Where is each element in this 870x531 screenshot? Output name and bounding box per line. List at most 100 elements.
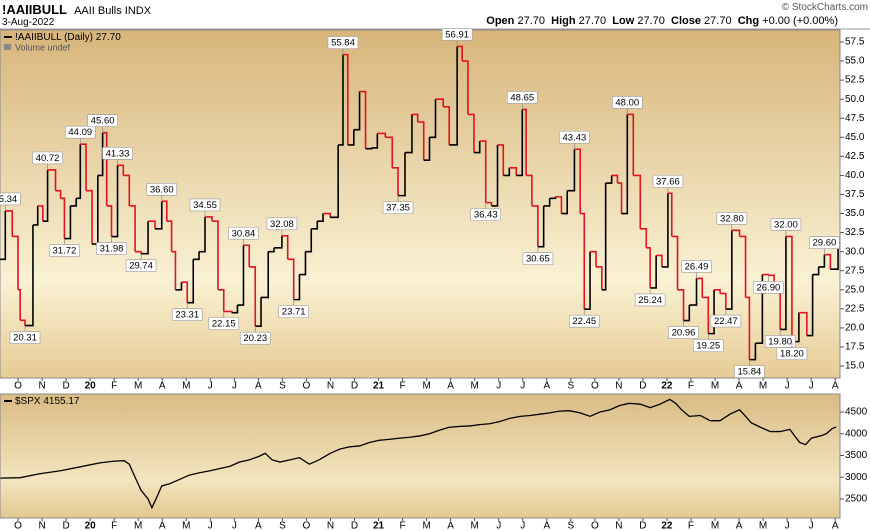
y-tick-label: 20.0 xyxy=(845,323,865,334)
step-segment xyxy=(708,289,715,335)
x-tick-label: 21 xyxy=(373,521,385,531)
data-label: 29.74 xyxy=(129,261,153,272)
y-tick-label: 50.0 xyxy=(845,94,865,105)
step-segment xyxy=(359,90,367,149)
x-tick-label: N xyxy=(38,521,45,531)
y-tick-label: 32.5 xyxy=(845,227,865,238)
step-segment xyxy=(155,201,163,230)
step-segment xyxy=(611,174,619,184)
label-box xyxy=(32,151,63,165)
x-tick-label: 22 xyxy=(661,521,673,531)
step-segment xyxy=(111,165,119,238)
label-box xyxy=(668,326,699,339)
step-segment xyxy=(243,244,251,267)
step-segment xyxy=(255,297,262,327)
x-tick-label: 20 xyxy=(85,521,97,531)
label-box xyxy=(266,217,298,231)
data-label: 40.72 xyxy=(36,153,60,164)
step-segment xyxy=(64,205,72,240)
step-segment xyxy=(531,205,539,247)
step-segment xyxy=(650,255,657,289)
volume-note: Volume undef xyxy=(15,42,71,52)
y-tick-label: 27.5 xyxy=(845,265,865,276)
x-tick-label: J xyxy=(232,521,237,531)
x-tick-label: F xyxy=(111,521,117,531)
step-segment xyxy=(261,251,270,299)
step-segment xyxy=(404,114,413,154)
y-tick-label: 25.0 xyxy=(845,284,865,295)
x-tick-label: O xyxy=(591,381,599,392)
label-box xyxy=(753,280,784,294)
step-segment xyxy=(353,91,361,131)
step-segment xyxy=(689,278,698,306)
step-segment xyxy=(762,273,770,276)
x-tick-label: S xyxy=(567,381,574,392)
label-box xyxy=(710,314,742,328)
data-label: 32.08 xyxy=(270,219,294,230)
symbol: !AAIIBULL xyxy=(2,2,67,17)
step-segment xyxy=(37,205,44,222)
step-segment xyxy=(503,167,511,177)
data-label: 48.00 xyxy=(615,97,639,108)
x-tick-label: J xyxy=(809,521,814,531)
step-segment xyxy=(199,216,206,253)
data-label: 41.33 xyxy=(106,148,130,159)
step-segment xyxy=(714,288,721,294)
data-label: 19.80 xyxy=(768,336,792,347)
y-tick-label: 4000 xyxy=(845,428,868,439)
label-box xyxy=(681,260,712,273)
step-segment xyxy=(646,247,651,288)
x-tick-label: J xyxy=(520,381,525,392)
y-tick-label: 35.0 xyxy=(845,208,865,219)
x-tick-label: J xyxy=(785,521,790,531)
step-segment xyxy=(377,132,387,138)
x-tick-label: A xyxy=(255,381,262,392)
step-segment xyxy=(473,141,481,154)
x-tick-label: F xyxy=(400,521,406,531)
step-segment xyxy=(656,254,663,267)
step-segment xyxy=(574,148,581,214)
low: 27.70 xyxy=(637,15,665,27)
step-segment xyxy=(818,254,826,268)
quote-line: Open 27.70 High 27.70 Low 27.70 Close 27… xyxy=(486,15,838,27)
step-segment xyxy=(86,189,93,245)
x-tick-label: A xyxy=(543,521,550,531)
label-box xyxy=(102,146,133,160)
step-segment xyxy=(812,266,820,276)
label-box xyxy=(776,347,808,360)
label-box xyxy=(568,314,600,328)
label-box xyxy=(611,96,643,109)
step-segment xyxy=(305,228,313,253)
label-box xyxy=(809,236,840,250)
data-label: 55.84 xyxy=(331,38,355,49)
x-tick-label: J xyxy=(208,521,213,531)
x-tick-label: A xyxy=(543,381,550,392)
step-segment xyxy=(342,53,349,145)
label-box xyxy=(692,339,724,352)
x-tick-label: S xyxy=(279,381,286,392)
step-segment xyxy=(443,105,451,145)
y-tick-label: 40.0 xyxy=(845,170,865,181)
x-tick-label: M xyxy=(711,521,719,531)
x-tick-label: F xyxy=(111,381,117,392)
x-tick-label: F xyxy=(688,381,694,392)
label-box xyxy=(652,174,684,188)
x-tick-label: D xyxy=(62,521,69,531)
step-segment xyxy=(80,143,87,191)
step-segment xyxy=(605,175,613,184)
step-segment xyxy=(497,144,505,176)
data-label: 22.45 xyxy=(572,316,596,327)
y-tick-label: 47.5 xyxy=(845,113,865,124)
step-segment xyxy=(97,132,104,177)
step-segment xyxy=(237,245,245,306)
step-segment xyxy=(20,319,26,326)
label-box xyxy=(634,293,666,307)
header-title: !AAIIBULL AAII Bulls INDX xyxy=(2,2,151,17)
data-label: 23.31 xyxy=(175,310,199,321)
step-segment xyxy=(12,235,19,290)
step-segment xyxy=(830,248,839,270)
data-label: 20.23 xyxy=(243,333,267,344)
step-segment xyxy=(166,220,173,252)
step-segment xyxy=(449,46,458,146)
data-label: 22.15 xyxy=(212,319,236,330)
